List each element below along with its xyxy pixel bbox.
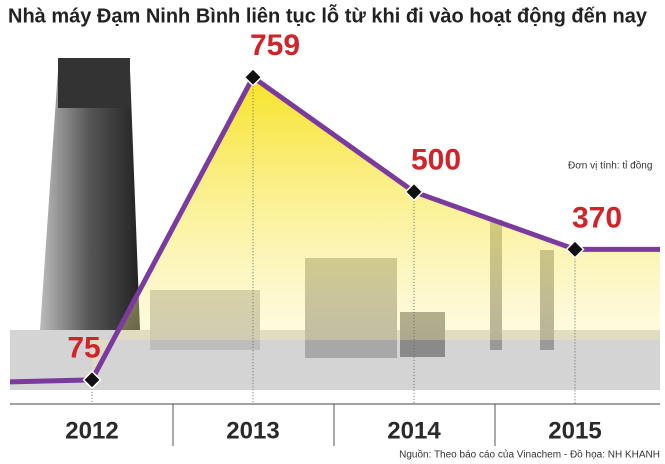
data-line: [89, 74, 576, 381]
chart-title: Nhà máy Đạm Ninh Bình liên tục lỗ từ khi…: [8, 3, 648, 27]
data-label: 370: [572, 201, 622, 234]
x-tick-label: 2014: [387, 417, 441, 444]
line-extension: [9, 377, 93, 385]
data-point: [565, 239, 585, 259]
data-label: 75: [67, 332, 100, 365]
unit-note: Đơn vị tính: tỉ đồng: [568, 160, 652, 172]
data-point: [243, 67, 263, 87]
x-tick-label: 2013: [226, 417, 279, 444]
area-fill: [92, 77, 660, 380]
source-note: Nguồn: Theo báo cáo của Vinachem - Đồ họ…: [399, 449, 660, 461]
data-point: [82, 370, 102, 390]
x-tick-label: 2012: [65, 417, 118, 444]
data-label: 759: [250, 29, 300, 62]
x-tick-label: 2015: [548, 417, 601, 444]
data-point: [404, 182, 424, 202]
data-label: 500: [411, 144, 461, 177]
